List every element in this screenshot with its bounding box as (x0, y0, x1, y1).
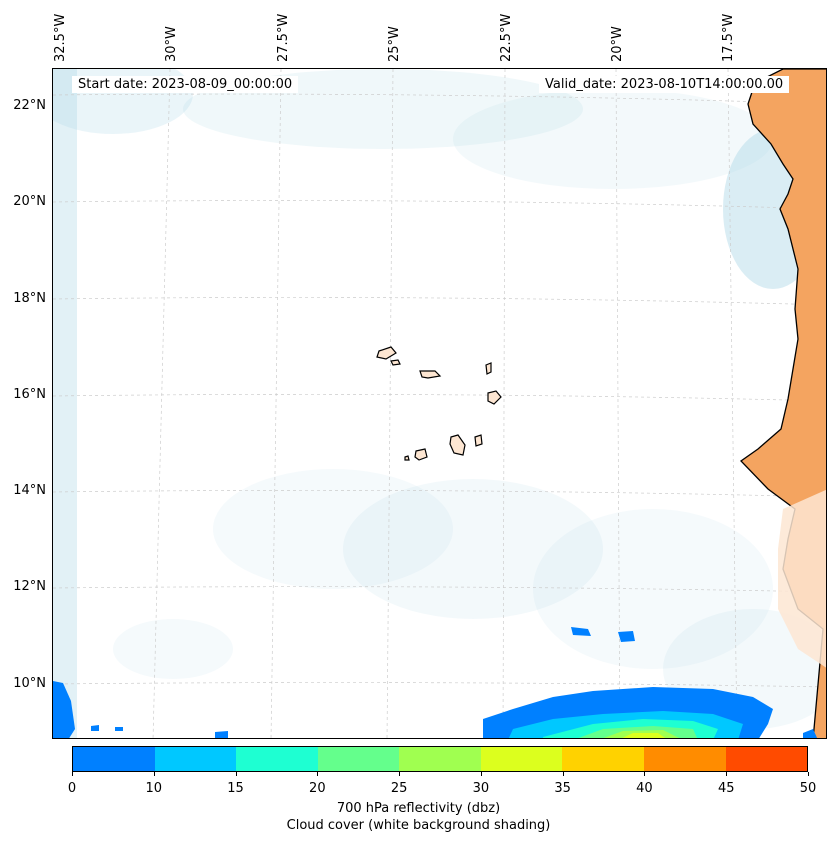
map-canvas (53, 69, 826, 738)
cape-verde-islands (376, 346, 502, 461)
lon-label-22-5w: 22.5°W (499, 13, 514, 62)
colorbar-segment (643, 747, 726, 771)
colorbar-tick-mark (235, 772, 237, 776)
lon-label-20w: 20°W (610, 26, 625, 62)
colorbar-tick-label: 25 (390, 781, 408, 796)
colorbar-segment (317, 747, 400, 771)
colorbar-tick-mark (644, 772, 646, 776)
graticule (53, 69, 826, 738)
colorbar-tick-label: 35 (554, 781, 571, 796)
lat-label-16n: 16°N (13, 387, 46, 402)
colorbar-segment (236, 747, 318, 771)
lon-label-25w: 25°W (387, 26, 402, 62)
colorbar-label-cloud-cover: Cloud cover (white background shading) (286, 818, 551, 833)
colorbar-tick-label: 50 (799, 781, 817, 796)
lon-label-30w: 30°W (164, 26, 179, 62)
cloud-cover-shading (53, 69, 826, 738)
lon-label-27-5w: 27.5°W (276, 13, 291, 62)
lat-label-12n: 12°N (13, 579, 46, 594)
colorbar-tick-label: 20 (309, 781, 326, 796)
colorbar-tick-mark (726, 772, 728, 776)
colorbar-segment (73, 747, 155, 771)
reflectivity-contours (53, 627, 818, 738)
colorbar-tick-label: 40 (636, 781, 653, 796)
colorbar-label-reflectivity: 700 hPa reflectivity (dbz) (336, 801, 501, 816)
colorbar-segment (725, 747, 808, 771)
lat-label-20n: 20°N (13, 194, 46, 209)
colorbar-tick-label: 30 (472, 781, 490, 796)
lon-label-17-5w: 17.5°W (721, 13, 736, 62)
colorbar-tick-mark (317, 772, 319, 776)
colorbar-segment (480, 747, 563, 771)
colorbar-segment (154, 747, 237, 771)
lat-label-18n: 18°N (13, 291, 46, 306)
land-light-shading (778, 489, 826, 668)
lat-label-22n: 22°N (13, 98, 46, 113)
colorbar-tick-mark (562, 772, 564, 776)
colorbar-tick-label: 45 (717, 781, 735, 796)
colorbar-segment (562, 747, 644, 771)
colorbar-tick-mark (480, 772, 482, 776)
lon-label-32-5w: 32.5°W (53, 13, 68, 62)
colorbar-tick-label: 10 (145, 781, 163, 796)
lat-label-14n: 14°N (13, 483, 46, 498)
lat-label-10n: 10°N (13, 676, 46, 691)
colorbar-tick-label: 0 (67, 781, 77, 796)
start-date-label: Start date: 2023-08-09_00:00:00 (72, 76, 299, 93)
colorbar (72, 746, 808, 772)
colorbar-tick-mark (153, 772, 155, 776)
colorbar-tick-mark (399, 772, 401, 776)
colorbar-tick-mark (808, 772, 809, 776)
colorbar-segment (399, 747, 481, 771)
valid-date-label: Valid_date: 2023-08-10T14:00:00.00 (539, 76, 790, 93)
colorbar-tick-mark (72, 772, 73, 776)
map-panel[interactable] (52, 68, 827, 739)
colorbar-tick-label: 15 (227, 781, 244, 796)
